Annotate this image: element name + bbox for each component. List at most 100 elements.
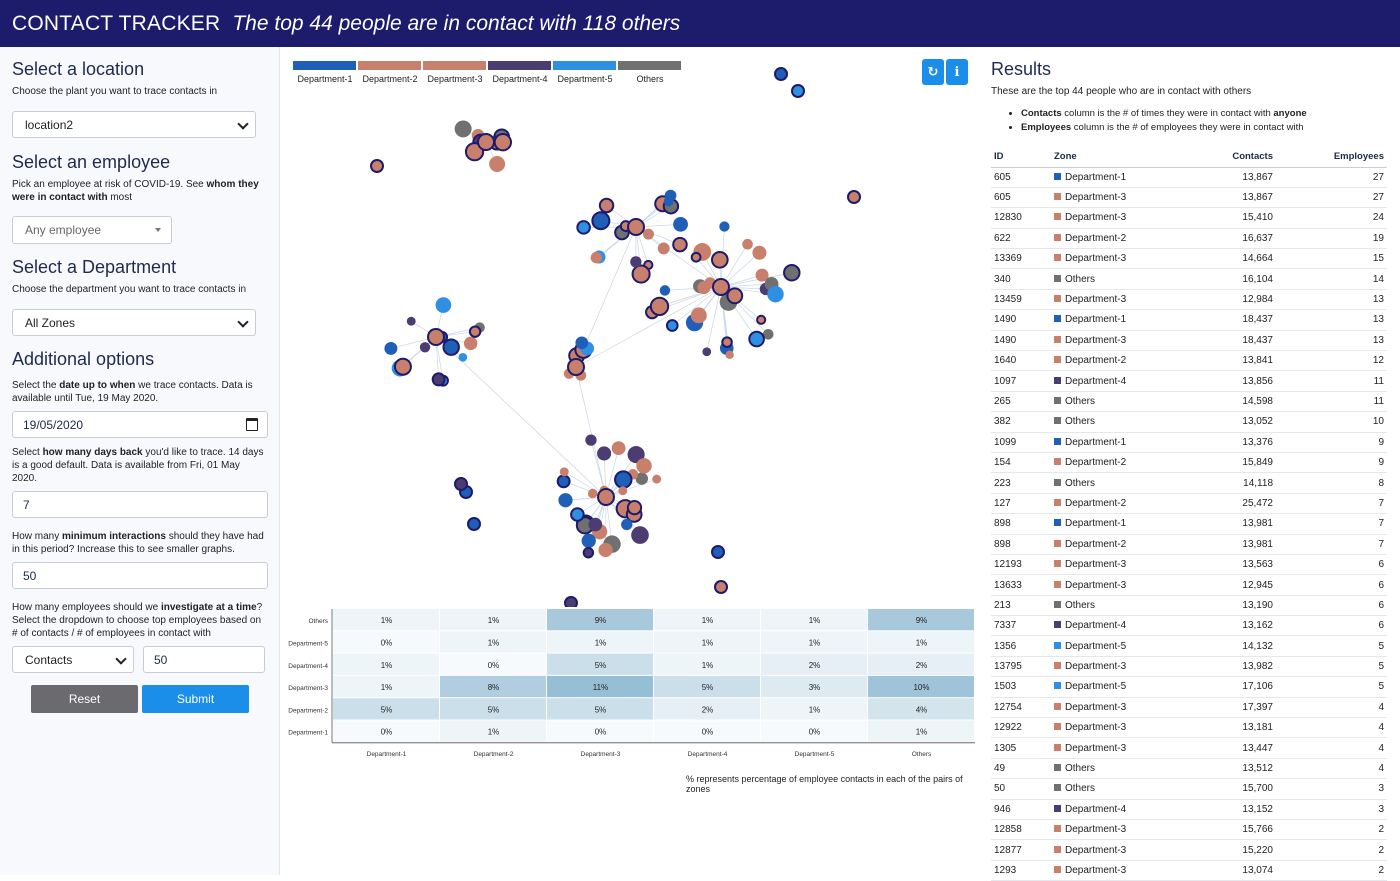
- network-node[interactable]: [631, 526, 649, 544]
- network-node[interactable]: [489, 156, 505, 172]
- column-header-id[interactable]: ID: [991, 147, 1051, 167]
- network-node[interactable]: [395, 359, 411, 375]
- department-select[interactable]: All Zones: [12, 309, 256, 336]
- network-node[interactable]: [630, 256, 641, 267]
- date-input[interactable]: 19/05/2020: [12, 411, 268, 438]
- network-node[interactable]: [658, 242, 670, 254]
- legend-item-others[interactable]: Others: [618, 61, 682, 84]
- network-node[interactable]: [664, 197, 674, 207]
- network-node[interactable]: [428, 329, 444, 345]
- network-node[interactable]: [600, 199, 613, 212]
- network-node[interactable]: [560, 467, 569, 476]
- network-node[interactable]: [598, 489, 614, 505]
- network-node[interactable]: [597, 446, 611, 460]
- network-node[interactable]: [565, 597, 577, 607]
- network-node[interactable]: [443, 339, 458, 354]
- network-node[interactable]: [752, 246, 766, 260]
- network-node[interactable]: [636, 458, 651, 473]
- column-header-contacts[interactable]: Contacts: [1191, 147, 1276, 167]
- network-node[interactable]: [455, 120, 472, 137]
- network-node[interactable]: [660, 285, 670, 295]
- info-icon[interactable]: i: [946, 59, 968, 85]
- network-node[interactable]: [592, 212, 609, 229]
- calendar-icon[interactable]: [246, 418, 258, 431]
- network-node[interactable]: [712, 252, 728, 268]
- network-node[interactable]: [749, 332, 764, 347]
- network-node[interactable]: [436, 297, 452, 313]
- network-node[interactable]: [652, 475, 661, 484]
- network-node[interactable]: [722, 337, 732, 347]
- refresh-icon[interactable]: ↻: [922, 59, 944, 85]
- network-node[interactable]: [643, 229, 654, 240]
- network-node[interactable]: [621, 519, 632, 530]
- legend-item-department-3[interactable]: Department-3: [423, 61, 487, 84]
- network-node[interactable]: [478, 134, 494, 150]
- network-node[interactable]: [719, 221, 729, 231]
- network-node[interactable]: [628, 501, 641, 514]
- submit-button[interactable]: Submit: [142, 685, 249, 713]
- network-node[interactable]: [420, 342, 430, 352]
- network-node[interactable]: [727, 288, 742, 303]
- network-node[interactable]: [568, 359, 584, 375]
- reset-button[interactable]: Reset: [31, 685, 138, 713]
- network-graph[interactable]: [281, 47, 981, 607]
- network-node[interactable]: [458, 353, 467, 362]
- legend-item-department-1[interactable]: Department-1: [293, 61, 357, 84]
- network-node[interactable]: [588, 489, 598, 499]
- investigate-count-input[interactable]: 50: [143, 646, 265, 673]
- column-header-employees[interactable]: Employees: [1276, 147, 1387, 167]
- network-node[interactable]: [371, 160, 383, 172]
- network-node[interactable]: [792, 85, 804, 97]
- network-node[interactable]: [615, 471, 631, 487]
- network-node[interactable]: [495, 134, 511, 150]
- network-node[interactable]: [742, 239, 753, 250]
- network-node[interactable]: [784, 265, 799, 280]
- network-node[interactable]: [697, 281, 710, 294]
- network-node[interactable]: [577, 221, 590, 234]
- network-node[interactable]: [725, 351, 733, 359]
- network-node[interactable]: [618, 486, 627, 495]
- network-node[interactable]: [571, 508, 584, 521]
- network-node[interactable]: [433, 373, 445, 385]
- network-node[interactable]: [757, 316, 765, 324]
- legend-item-department-2[interactable]: Department-2: [358, 61, 422, 84]
- network-node[interactable]: [692, 253, 701, 262]
- network-node[interactable]: [713, 279, 729, 295]
- network-node[interactable]: [673, 238, 687, 252]
- network-node[interactable]: [628, 219, 644, 235]
- network-node[interactable]: [598, 543, 612, 557]
- network-node[interactable]: [612, 441, 626, 455]
- legend-item-department-5[interactable]: Department-5: [553, 61, 617, 84]
- network-node[interactable]: [582, 534, 596, 548]
- network-node[interactable]: [767, 286, 783, 302]
- network-node[interactable]: [702, 347, 711, 356]
- network-node[interactable]: [715, 581, 727, 593]
- network-node[interactable]: [691, 307, 707, 323]
- network-node[interactable]: [575, 336, 588, 349]
